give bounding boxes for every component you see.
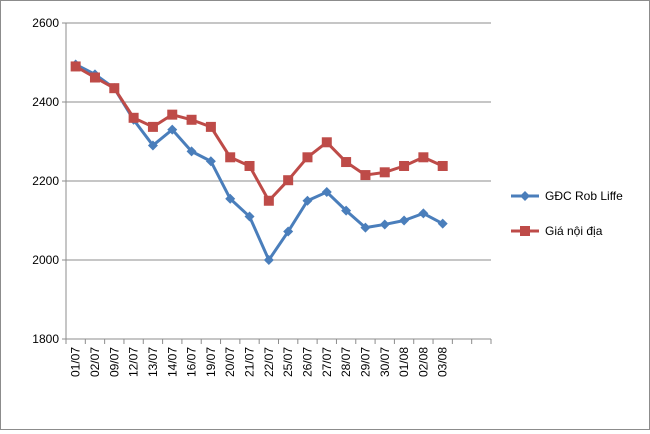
x-tick-label: 12/07 (127, 347, 141, 377)
data-point (205, 121, 216, 132)
data-point (283, 226, 294, 237)
data-point (437, 218, 448, 229)
data-point (283, 175, 294, 186)
data-point (128, 112, 139, 123)
data-point (418, 152, 429, 163)
legend-marker (520, 191, 530, 201)
y-tick-label: 2000 (32, 253, 59, 267)
data-point (186, 146, 197, 157)
x-tick-label: 14/07 (165, 347, 179, 377)
legend-label: Giá nội địa (545, 224, 603, 238)
data-point (263, 195, 274, 206)
x-tick-label: 01/08 (397, 347, 411, 377)
series-group (70, 59, 448, 265)
x-tick-label: 28/07 (339, 347, 353, 377)
data-point (244, 160, 255, 171)
data-point (341, 157, 352, 168)
y-tick-label: 1800 (32, 332, 59, 346)
data-point (399, 215, 410, 226)
x-tick-label: 26/07 (300, 347, 314, 377)
data-point (360, 170, 371, 181)
x-tick-label: 25/07 (281, 347, 295, 377)
x-tick-label: 29/07 (358, 347, 372, 377)
data-point (225, 193, 236, 204)
x-tick-label: 19/07 (204, 347, 218, 377)
data-point (109, 83, 120, 94)
data-point (70, 61, 81, 72)
x-tick-label: 02/08 (416, 347, 430, 377)
data-point (186, 114, 197, 125)
legend-label: GĐC Rob Liffe (545, 189, 623, 203)
y-tick-label: 2400 (32, 95, 59, 109)
data-point (302, 152, 313, 163)
data-point (321, 137, 332, 148)
data-point (302, 195, 313, 206)
x-tick-label: 27/07 (320, 347, 334, 377)
data-point (418, 208, 429, 219)
x-tick-label: 21/07 (243, 347, 257, 377)
x-tick-label: 22/07 (262, 347, 276, 377)
legend: GĐC Rob Liffe Giá nội địa (511, 189, 623, 238)
data-point (341, 205, 352, 216)
data-point (263, 255, 274, 265)
data-point (360, 222, 371, 233)
data-point (167, 124, 178, 135)
x-tick-label: 30/07 (378, 347, 392, 377)
x-tick-label: 02/07 (88, 347, 102, 377)
legend-marker (520, 226, 530, 236)
x-tick-label: 01/07 (69, 347, 83, 377)
x-tick-label: 03/08 (436, 347, 450, 377)
data-point (167, 109, 178, 120)
gridlines (66, 22, 491, 340)
x-tick-label: 16/07 (185, 347, 199, 377)
data-point (379, 219, 390, 230)
data-point (89, 72, 100, 83)
y-tick-label: 2200 (32, 174, 59, 188)
data-point (205, 156, 216, 167)
x-axis: 01/07 02/07 09/07 12/07 13/07 14/07 16/07 19/07… (65, 338, 492, 377)
series-line (74, 63, 444, 262)
data-point (321, 187, 332, 198)
data-point (244, 211, 255, 222)
x-tick-label: 13/07 (146, 347, 160, 377)
y-tick-label: 2600 (32, 16, 59, 30)
data-point (379, 167, 390, 178)
data-point (399, 160, 410, 171)
x-tick-label: 20/07 (223, 347, 237, 377)
data-point (147, 121, 158, 132)
data-point (225, 152, 236, 163)
y-axis: 1800 2000 2200 2400 2600 (32, 16, 67, 346)
data-point (437, 160, 448, 171)
x-tick-label: 09/07 (107, 347, 121, 377)
data-point (147, 140, 158, 151)
